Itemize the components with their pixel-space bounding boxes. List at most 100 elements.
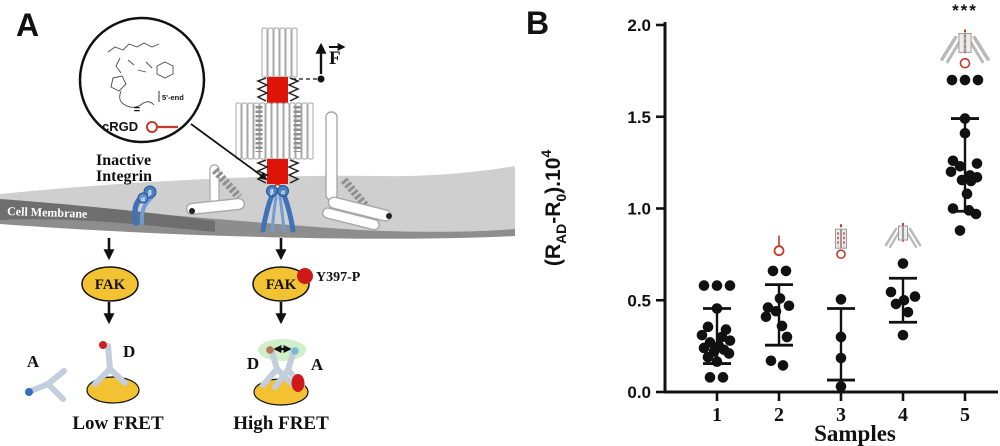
data-point: [971, 158, 983, 169]
origami-arm-right: [321, 111, 392, 231]
icon-wing: [940, 35, 958, 61]
inset-circle: [78, 16, 206, 144]
fak-phosphorylated: FAK Y397-P: [252, 266, 361, 302]
tube: [247, 102, 254, 160]
data-point: [972, 74, 984, 86]
x-tick-label: 2: [774, 404, 784, 426]
data-point: [956, 174, 968, 186]
data-point: [762, 302, 774, 313]
beta-label: β: [270, 188, 274, 196]
icon-wing: [888, 230, 901, 249]
acceptor-fluorophore-dot: [291, 347, 299, 355]
data-point: [902, 306, 914, 318]
panel-b-chart: B 0.0 0.5 1.0 1.5 2.0 1 2 3 4 5 Samples (RAD-R0).10…: [526, 1, 998, 446]
x-tick-label: 4: [898, 404, 908, 426]
data-point: [835, 381, 847, 392]
antibody-arm: [272, 367, 291, 390]
antibody-stem: [28, 381, 51, 394]
icon-body-bar: [965, 33, 972, 53]
data-point: [698, 280, 710, 291]
data-point: [961, 188, 973, 200]
icon-wing: [884, 227, 898, 247]
data-point: [783, 300, 795, 312]
chemical-structure: [107, 42, 174, 108]
antibody-arm: [45, 381, 66, 402]
x-axis-title: Samples: [814, 421, 896, 446]
data-point: [897, 329, 909, 341]
sample-icon-cRGD-peptide: [773, 235, 785, 257]
alpha-label: α: [281, 188, 285, 196]
data-point: [711, 356, 723, 368]
data-point: [777, 360, 789, 371]
integrin-leg: [281, 192, 296, 233]
membrane-label: Cell Membrane: [7, 204, 88, 221]
donor-fluorophore-dot: [99, 341, 107, 349]
data-point: [897, 258, 909, 269]
fak-label: FAK: [266, 277, 297, 293]
data-point: [780, 265, 792, 277]
phospho-epitope-oval: [291, 374, 305, 392]
tube: [271, 102, 278, 160]
y-tick-label: 1.5: [627, 108, 651, 127]
cell-membrane: Cell Membrane: [0, 166, 515, 239]
data-point: [760, 311, 772, 323]
integrin-leg-inner: [270, 195, 278, 233]
bond-marks: [127, 59, 153, 73]
origami-tension-sensor: F: [235, 27, 346, 193]
active-integrin: β α: [260, 185, 296, 233]
scatter-plot: 0.0 0.5 1.0 1.5 2.0 1 2 3 4 5 Samples (RAD-R0).104 *…: [538, 1, 998, 446]
tube: [261, 27, 268, 78]
equals-sign: =: [134, 104, 140, 116]
icon-body-bar: [958, 33, 965, 53]
tube: [321, 207, 380, 231]
tube: [279, 27, 286, 78]
donor-antibody: [92, 343, 128, 387]
membrane-front-edge: [0, 202, 515, 239]
data-point: [716, 331, 728, 343]
data-point: [711, 280, 723, 291]
inactive-integrin-label-line1: Inactive: [96, 152, 151, 169]
icon-body-bar: [903, 225, 908, 241]
icon-wing: [968, 40, 985, 64]
dna-tube-bundle-mid: [235, 102, 314, 160]
icon-crgd-circle: [959, 57, 971, 69]
icon-wing: [905, 230, 918, 249]
data-point: [959, 127, 971, 139]
phospho-dot: [297, 268, 313, 284]
alpha-label: α: [141, 195, 145, 203]
panel-a-label: A: [16, 7, 39, 43]
data-point: [835, 352, 847, 364]
antibody-arm: [260, 366, 280, 388]
tube: [267, 27, 274, 78]
data-point: [711, 303, 723, 314]
crgd-label: cRGD: [102, 119, 138, 134]
data-point: [696, 329, 708, 341]
sample-icon-origami-clamp-crgd: [940, 29, 990, 69]
crgd-inset: 5'-end = cRGD: [78, 16, 268, 180]
data-point: [965, 175, 977, 187]
data-point: [885, 286, 897, 298]
icon-crgd-circle: [773, 245, 785, 257]
tube: [291, 27, 298, 78]
icon-wing: [945, 40, 962, 64]
icon-body-bar: [898, 225, 903, 241]
data-point: [724, 335, 736, 346]
phospho-site-label: Y397-P: [316, 270, 361, 285]
integrin-alpha-head: [277, 185, 289, 197]
antibody-arm: [45, 368, 67, 387]
data-point: [835, 294, 847, 305]
integrin-leg-inner: [278, 195, 286, 233]
high-fret-schematic: D A High FRET: [233, 339, 329, 434]
icon-wing: [908, 227, 922, 247]
fak-inactive: FAK: [81, 266, 139, 302]
tension-module-upper: [267, 77, 288, 104]
antibody-arm: [107, 366, 128, 386]
fak-oval: [81, 266, 139, 302]
data-point: [765, 355, 777, 367]
data-point: [890, 298, 902, 310]
x-tick-label: 5: [960, 404, 970, 426]
inset-pointer-line: [190, 123, 268, 180]
y-tick-label: 0.5: [627, 291, 651, 310]
tube: [185, 197, 245, 216]
coiled-bundle: [212, 167, 242, 200]
